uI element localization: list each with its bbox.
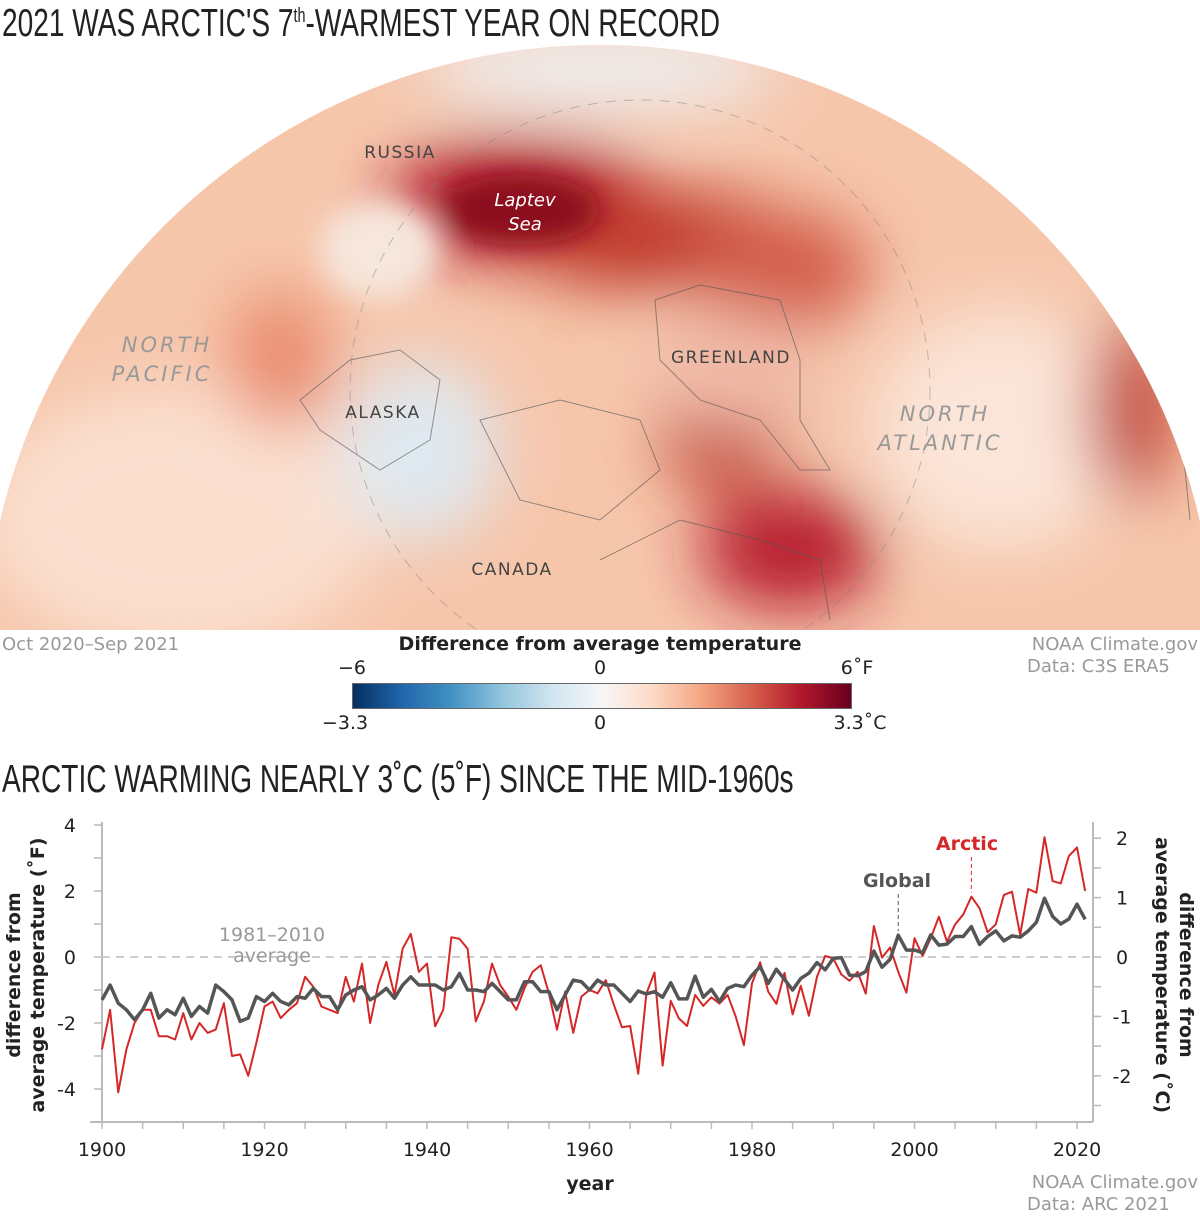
y-left-tick-label: -4 — [57, 1079, 76, 1101]
map-title: 2021 WAS ARCTIC'S 7th-WARMEST YEAR ON RE… — [2, 2, 720, 46]
baseline-label-1: 1981–2010 — [219, 924, 325, 946]
chart-credit: NOAA Climate.gov — [1031, 1172, 1198, 1193]
y-right-tick-label: 2 — [1116, 828, 1128, 850]
y-right-tick-label: 0 — [1116, 947, 1128, 969]
legend-f-max: 6˚F — [840, 657, 874, 679]
y-left-tick-label: 0 — [64, 947, 76, 969]
legend-f-min: −6 — [337, 657, 367, 679]
label-russia: RUSSIA — [364, 143, 435, 163]
chart-data-source: Data: ARC 2021 — [1027, 1194, 1170, 1215]
map-credit: NOAA Climate.gov — [1031, 634, 1198, 655]
x-tick-label: 1980 — [728, 1139, 776, 1161]
label-alaska: ALASKA — [345, 403, 420, 423]
arctic-temperature-map: RUSSIA Laptev Sea GREENLAND ALASKA CANAD… — [0, 45, 1200, 630]
chart-title: ARCTIC WARMING NEARLY 3˚C (5˚F) SINCE TH… — [2, 758, 794, 801]
map-title-text: 2021 WAS ARCTIC'S 7 — [2, 2, 294, 45]
legend-f-mid: 0 — [593, 657, 607, 679]
x-tick-label: 1900 — [78, 1139, 126, 1161]
x-tick-label: 1920 — [240, 1139, 288, 1161]
y-left-tick-label: 2 — [64, 881, 76, 903]
arctic-series-label: Arctic — [936, 833, 998, 855]
map-data-source: Data: C3S ERA5 — [1027, 656, 1170, 677]
y-right-tick-label: -1 — [1113, 1006, 1132, 1028]
color-scale-bar — [352, 683, 852, 709]
global-series-label: Global — [863, 870, 931, 892]
y-right-tick-label: -2 — [1113, 1066, 1132, 1088]
x-tick-label: 1940 — [403, 1139, 451, 1161]
y-axis-left-label-1: difference from — [3, 892, 25, 1057]
label-laptev-2: Sea — [508, 214, 542, 235]
label-canada: CANADA — [471, 560, 552, 580]
x-tick-label: 2000 — [890, 1139, 938, 1161]
label-north-pacific-2: PACIFIC — [112, 362, 213, 386]
map-title-rest: -WARMEST YEAR ON RECORD — [305, 2, 720, 45]
legend-c-min: −3.3 — [321, 712, 369, 734]
label-greenland: GREENLAND — [671, 348, 791, 368]
y-right-tick-label: 1 — [1116, 888, 1128, 910]
temperature-line-chart: 4 2 0 -2 -4 2 1 0 -1 -2 1900 1920 1940 1960 1980 2000 20… — [3, 815, 1197, 1195]
baseline-label-2: average — [233, 945, 311, 967]
label-north-pacific-1: NORTH — [122, 333, 212, 357]
legend-c-max: 3.3˚C — [833, 712, 887, 734]
label-north-atlantic-2: ATLANTIC — [875, 431, 1002, 455]
y-axis-right-label-2: average temperature (˚C) — [1151, 837, 1174, 1113]
x-tick-label: 2020 — [1053, 1139, 1101, 1161]
y-axis-right-label-1: difference from — [1175, 892, 1197, 1057]
label-north-atlantic-1: NORTH — [900, 402, 990, 426]
y-axis-left-label-2: average temperature (˚F) — [26, 837, 49, 1112]
map-period: Oct 2020–Sep 2021 — [2, 634, 180, 655]
legend-title: Difference from average temperature — [398, 633, 802, 655]
map-title-sup: th — [293, 5, 306, 27]
x-axis-label: year — [566, 1173, 614, 1195]
x-tick-label: 1960 — [565, 1139, 613, 1161]
y-left-tick-label: -2 — [57, 1013, 76, 1035]
y-left-tick-label: 4 — [64, 815, 76, 837]
global-series-line — [100, 896, 1087, 1024]
legend-c-mid: 0 — [593, 712, 607, 734]
label-laptev-1: Laptev — [494, 190, 556, 211]
